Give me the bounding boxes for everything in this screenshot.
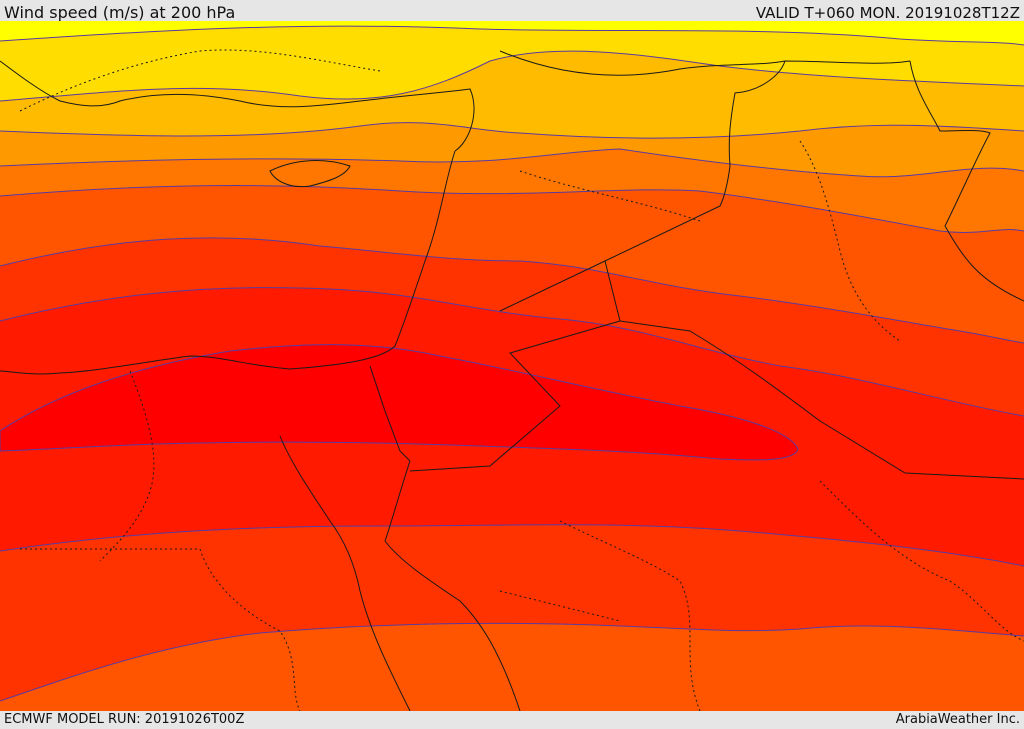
credit-label: ArabiaWeather Inc.	[895, 712, 1020, 727]
speed-contours	[0, 25, 1024, 702]
jet-core	[0, 344, 799, 461]
region-boundaries	[19, 49, 1024, 711]
map-footer: ECMWF MODEL RUN: 20191026T00Z ArabiaWeat…	[0, 711, 1024, 729]
map-header: Wind speed (m/s) at 200 hPa VALID T+060 …	[0, 0, 1024, 22]
map-title: Wind speed (m/s) at 200 hPa	[4, 3, 236, 22]
coastlines	[0, 50, 911, 711]
country-borders	[369, 60, 1024, 480]
valid-time-label: VALID T+060 MON. 20191028T12Z	[755, 4, 1020, 22]
band-south-2	[0, 623, 1024, 711]
wind-map-svg	[0, 21, 1024, 711]
model-run-label: ECMWF MODEL RUN: 20191026T00Z	[4, 712, 245, 727]
wind-speed-map	[0, 21, 1024, 711]
